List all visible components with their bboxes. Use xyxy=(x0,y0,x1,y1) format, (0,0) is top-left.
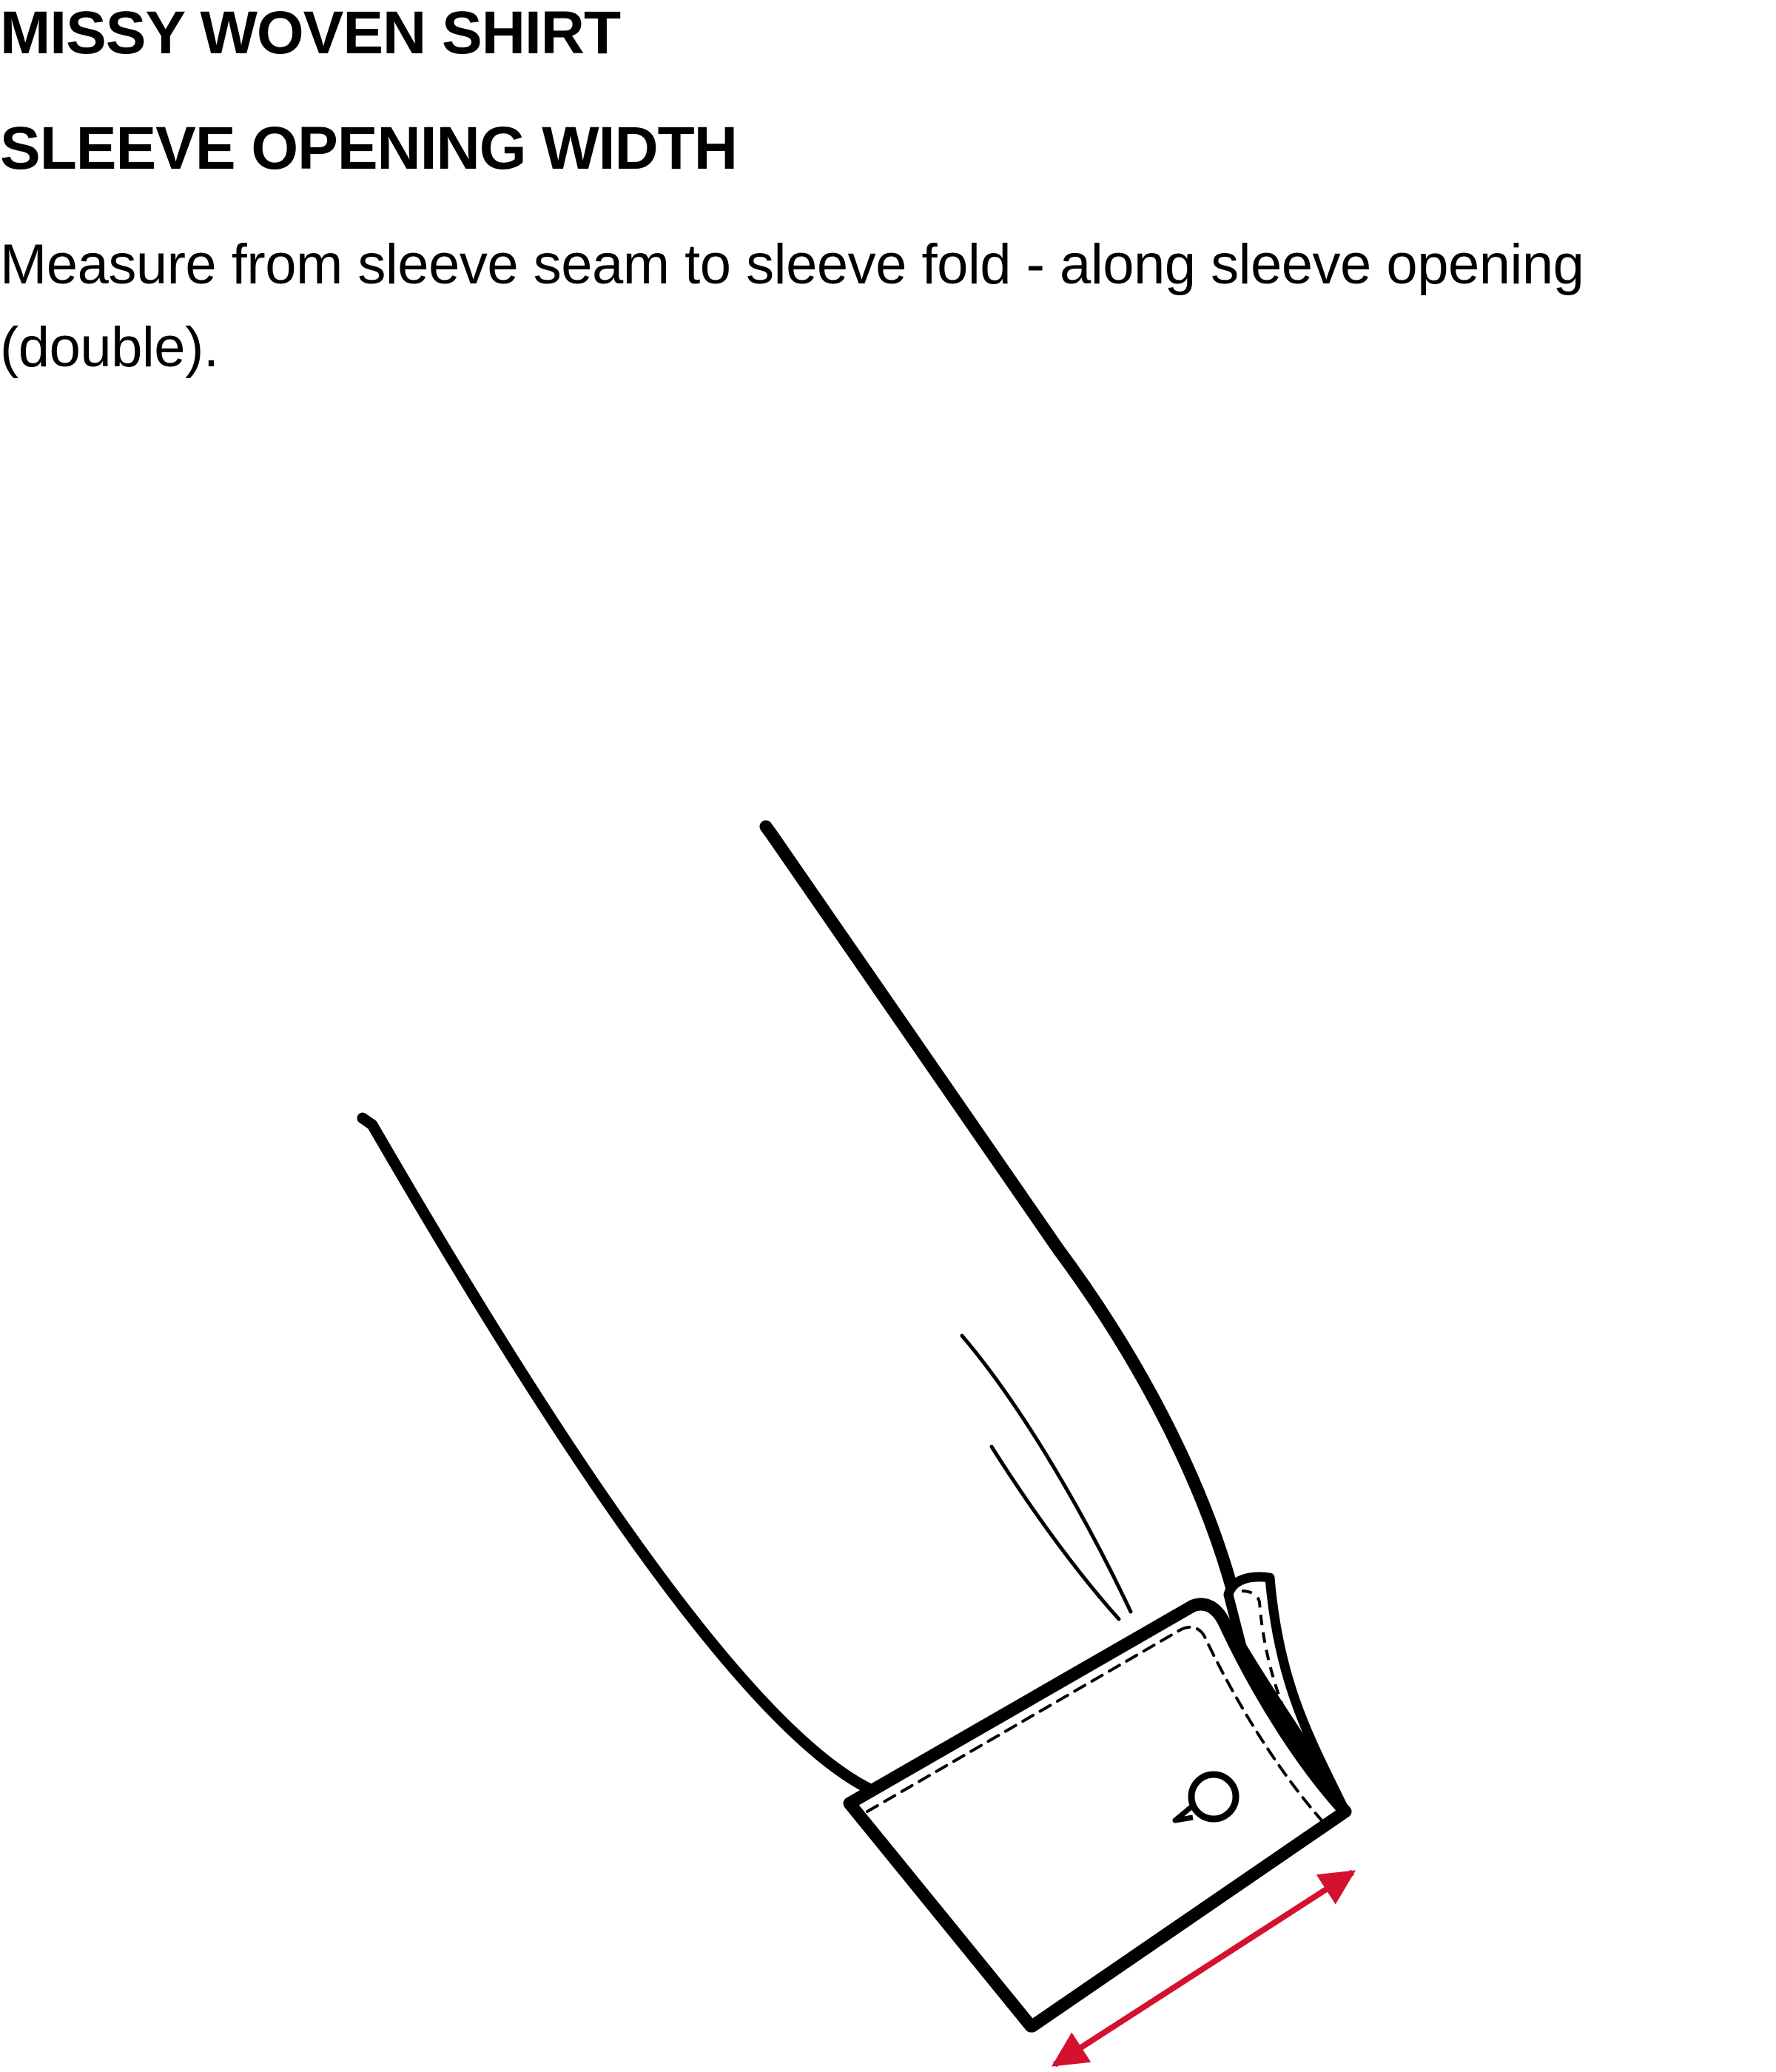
cuff-front-panel xyxy=(843,1598,1352,2033)
sleeve-upper-edge xyxy=(759,820,1251,1649)
placket-line-lower xyxy=(989,1444,1121,1621)
button-thread xyxy=(1172,1803,1195,1823)
cuff-back-flap-stitching xyxy=(1241,1590,1332,1806)
measurement-arrow-icon xyxy=(1051,1869,1356,2068)
measurement-instructions: Measure from sleeve seam to sleeve fold … xyxy=(0,233,1584,379)
page-title: MISSY WOVEN SHIRT xyxy=(0,0,621,67)
placket-line-upper xyxy=(960,1333,1133,1614)
cuff-button-icon xyxy=(1172,1771,1240,1823)
cuff-topstitching xyxy=(866,1625,1323,1822)
button-circle xyxy=(1188,1771,1240,1823)
measurement-name: SLEEVE OPENING WIDTH xyxy=(0,115,738,182)
sleeve-lower-edge xyxy=(357,1112,879,1797)
